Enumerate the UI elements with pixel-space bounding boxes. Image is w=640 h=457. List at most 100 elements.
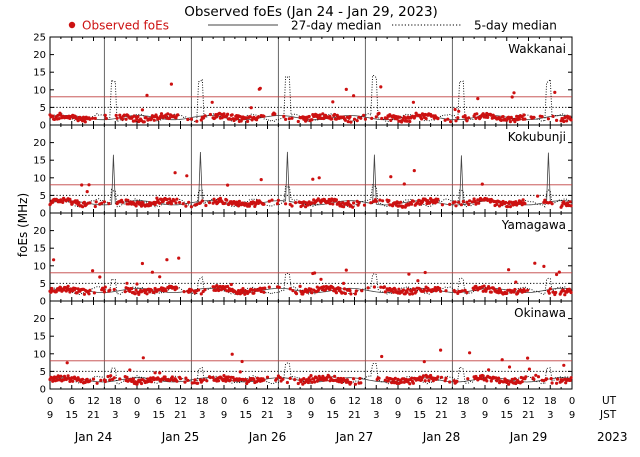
observed-point	[465, 119, 469, 123]
observed-point	[168, 197, 172, 201]
observed-point	[353, 382, 357, 386]
observed-point	[88, 288, 92, 292]
observed-point	[282, 114, 286, 118]
observed-point	[513, 120, 517, 124]
observed-point	[94, 200, 98, 204]
observed-point	[175, 197, 179, 201]
observed-point	[103, 285, 107, 289]
y-tick-label: 5	[40, 103, 46, 114]
jst-tick-label: 3	[373, 410, 379, 421]
observed-point	[236, 116, 240, 121]
observed-point	[333, 112, 337, 117]
observed-point	[262, 114, 266, 118]
observed-point	[520, 380, 524, 384]
observed-point	[540, 115, 544, 119]
observed-point	[177, 256, 181, 260]
observed-point	[358, 376, 362, 381]
observed-point	[91, 377, 96, 381]
observed-point	[349, 292, 353, 296]
observed-point	[290, 204, 294, 208]
observed-point	[377, 376, 381, 380]
ut-tick-label: 6	[156, 396, 162, 407]
observed-point	[453, 200, 457, 204]
observed-point	[388, 286, 392, 291]
y-tick-label: 15	[33, 332, 46, 343]
ut-tick-label: 0	[569, 396, 575, 407]
observed-point	[389, 118, 393, 122]
observed-point	[306, 380, 310, 385]
observed-point	[126, 198, 130, 202]
observed-point	[154, 200, 158, 205]
jst-tick-label: 9	[308, 410, 314, 421]
observed-point	[338, 286, 342, 291]
jst-tick-label: 15	[65, 410, 78, 421]
ut-tick-label: 12	[87, 396, 100, 407]
observed-point	[383, 378, 387, 382]
observed-point	[243, 292, 247, 296]
observed-point	[344, 268, 348, 272]
jst-tick-label: 9	[47, 410, 53, 421]
observed-point	[489, 379, 493, 383]
panel-okinawa: 0 5 10 15 20 Okinawa	[33, 300, 573, 396]
observed-point	[95, 381, 99, 385]
observed-point	[296, 119, 300, 124]
observed-point	[158, 201, 162, 205]
observed-point	[259, 289, 263, 294]
observed-point	[431, 379, 435, 383]
observed-point	[328, 287, 332, 291]
observed-point	[309, 287, 313, 291]
observed-point	[436, 197, 440, 201]
observed-point	[391, 290, 396, 294]
observed-point	[550, 381, 554, 385]
y-tick-label: 20	[33, 138, 46, 149]
observed-point	[169, 202, 173, 206]
observed-point	[262, 290, 266, 294]
observed-point	[336, 376, 340, 381]
observed-point	[378, 198, 382, 202]
observed-point	[256, 115, 260, 119]
y-tick-label: 0	[40, 385, 46, 396]
jst-axis-label: JST	[599, 409, 617, 421]
observed-point	[186, 378, 190, 382]
observed-point	[550, 202, 554, 206]
observed-point	[523, 117, 527, 121]
observed-point	[174, 201, 178, 205]
observed-point	[510, 95, 514, 99]
y-tick-label: 0	[40, 297, 46, 308]
observed-point	[334, 198, 338, 202]
jst-tick-label: 21	[522, 410, 535, 421]
observed-point	[317, 176, 321, 180]
observed-point	[428, 201, 432, 205]
observed-point	[168, 116, 172, 120]
observed-point	[412, 169, 416, 173]
observed-point	[88, 117, 92, 121]
observed-point	[120, 200, 125, 204]
observed-point	[410, 292, 415, 296]
observed-point	[208, 112, 212, 117]
observed-point	[103, 379, 107, 384]
station-name: Kokubunji	[508, 130, 566, 144]
ut-tick-label: 18	[544, 396, 557, 407]
day-label: Jan 26	[248, 430, 287, 444]
y-tick-label: 20	[33, 226, 46, 237]
jst-tick-label: 9	[134, 410, 140, 421]
observed-point	[137, 292, 141, 296]
observed-point	[178, 377, 183, 381]
observed-point	[465, 200, 469, 204]
observed-point	[135, 282, 139, 286]
observed-point	[102, 200, 106, 204]
jst-tick-label: 21	[174, 410, 187, 421]
observed-point	[424, 117, 428, 121]
observed-point	[178, 200, 182, 205]
observed-point	[192, 381, 196, 385]
y-tick-label: 15	[33, 68, 46, 79]
observed-point	[549, 377, 553, 381]
observed-point	[81, 205, 85, 209]
observed-point	[133, 292, 137, 296]
ut-tick-label: 0	[482, 396, 488, 407]
observed-point	[342, 287, 347, 291]
observed-point	[199, 292, 203, 296]
observed-point	[366, 286, 370, 290]
observed-point	[497, 376, 501, 380]
observed-point	[118, 113, 122, 117]
